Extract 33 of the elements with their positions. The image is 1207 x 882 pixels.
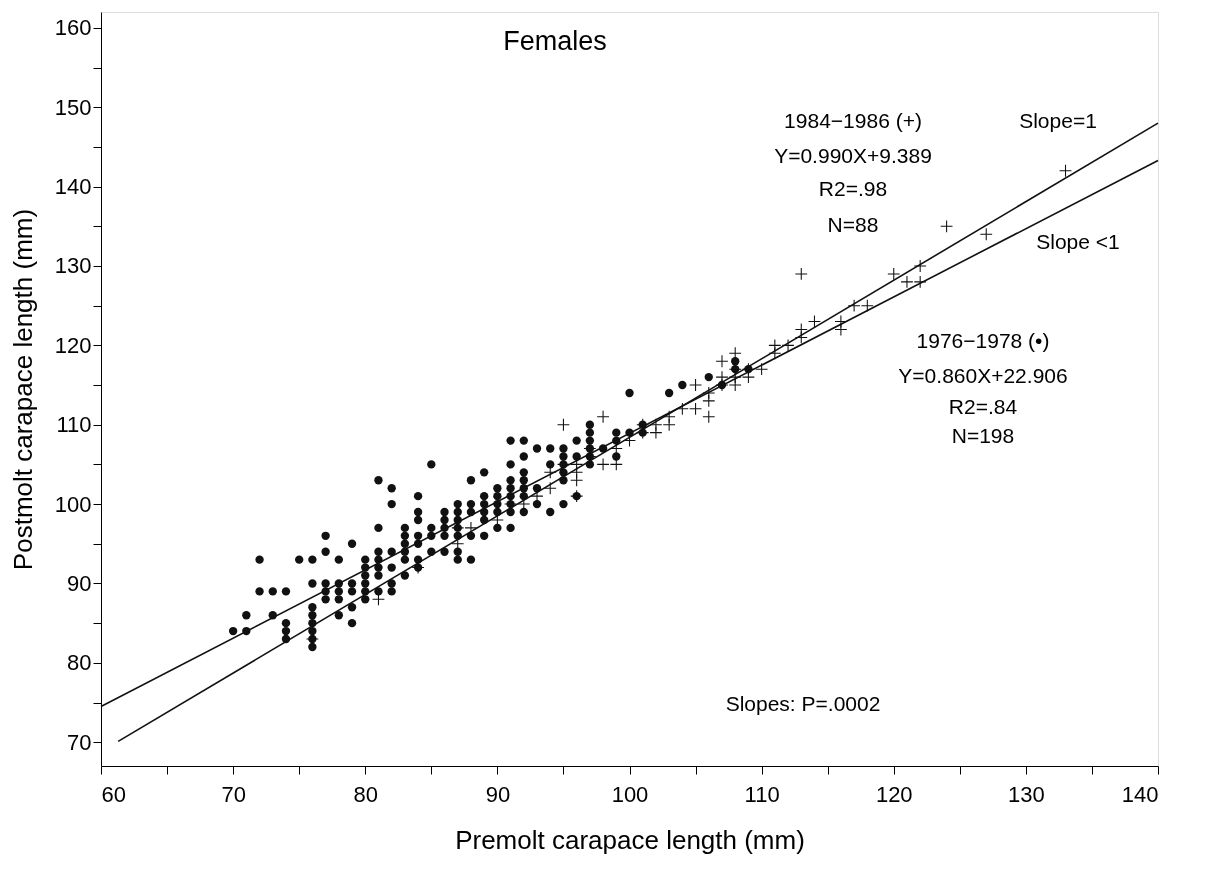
text: Females xyxy=(503,26,607,56)
annotation: Slope <1 xyxy=(1036,230,1120,253)
x-tick-label: 140 xyxy=(1121,781,1159,807)
x-tick-label: 110 xyxy=(744,781,780,807)
annotation: Slope=1 xyxy=(1019,109,1097,132)
y-tick-label: 120 xyxy=(54,332,92,358)
annotation: Y=0.990X+9.389 xyxy=(774,144,932,167)
annotation: 1984−1986 (+) xyxy=(784,109,922,132)
y-axis-title: Postmolt carapace length (mm) xyxy=(7,208,38,571)
y-tick-label: 80 xyxy=(67,650,92,676)
x-tick-label: 100 xyxy=(611,781,649,807)
annotation: 1976−1978 (•) xyxy=(916,329,1050,352)
annotation: R2=.98 xyxy=(818,177,888,200)
annotation: Slopes: P=.0002 xyxy=(725,692,881,715)
annotation: N=198 xyxy=(951,424,1015,447)
x-tick-label: 120 xyxy=(875,781,913,807)
annotation: Y=0.860X+22.906 xyxy=(898,364,1068,387)
x-axis-title: Premolt carapace length (mm) xyxy=(455,824,805,855)
y-tick-label: 160 xyxy=(54,15,92,41)
x-tick-label: 60 xyxy=(101,781,126,807)
x-tick-label: 130 xyxy=(1008,781,1045,807)
y-tick-label: 100 xyxy=(54,491,92,517)
y-tick-label: 90 xyxy=(67,570,92,596)
x-tick-label: 80 xyxy=(353,781,378,807)
x-tick-label: 70 xyxy=(221,781,246,807)
y-tick-label: 70 xyxy=(67,729,92,755)
annotation: R2=.84 xyxy=(948,395,1018,418)
x-tick-label: 90 xyxy=(485,781,511,807)
y-tick-label: 140 xyxy=(54,174,92,200)
annotation: N=88 xyxy=(827,213,879,236)
y-tick-label: 130 xyxy=(54,253,92,279)
y-tick-label: 110 xyxy=(56,412,92,438)
y-tick-label: 150 xyxy=(54,94,92,120)
